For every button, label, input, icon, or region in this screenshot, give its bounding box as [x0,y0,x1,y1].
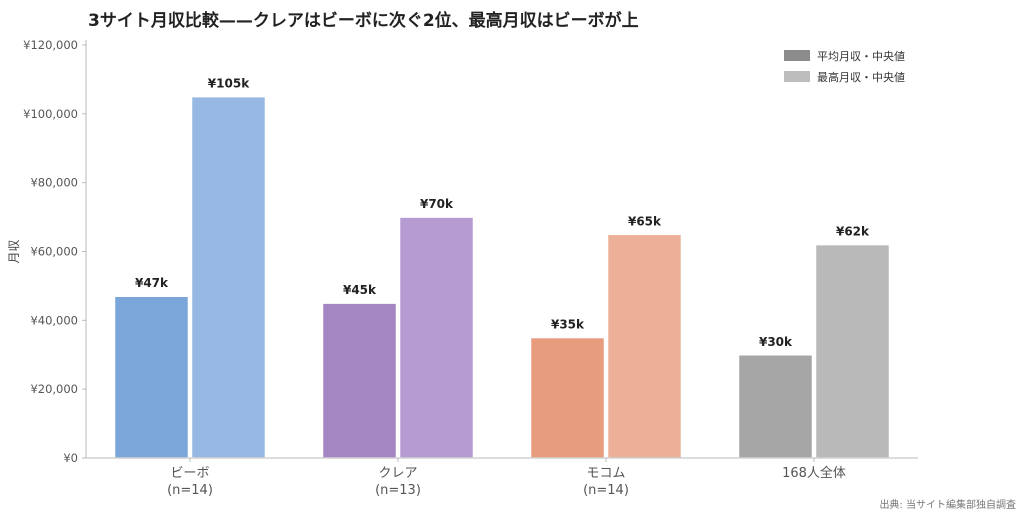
bar-0-0 [113,295,190,459]
data-label: ¥105k [208,77,250,91]
x-tick-label: クレア [378,466,417,481]
legend-label-1: 最高月収・中央値 [817,70,905,84]
data-label: ¥62k [836,225,870,239]
data-label: ¥35k [551,318,585,332]
bar-3-1 [814,243,891,459]
data-label: ¥45k [343,283,377,297]
data-label: ¥30k [759,335,793,349]
x-tick-label: ビーボ [170,466,209,481]
x-tick-sublabel: (n=13) [375,483,421,498]
legend-label-0: 平均月収・中央値 [817,50,905,63]
source-note: 出典: 当サイト編集部独自調査 [879,500,1016,511]
y-axis: ¥0 ¥20,000 ¥40,000 ¥60,000 ¥80,000 ¥100,000 ¥1… [7,38,87,465]
data-label: ¥65k [628,214,662,228]
x-tick-sublabel: (n=14) [167,483,213,498]
y-tick-label: ¥40,000 [30,313,78,327]
y-tick-label: ¥60,000 [30,245,78,259]
bar-3-0 [737,354,814,459]
y-tick-label: ¥80,000 [30,176,78,190]
bars: ¥47k ¥105k ¥45k ¥70k ¥35k ¥65k ¥30k ¥62k [113,77,891,459]
legend-swatch-0 [784,50,810,61]
data-label: ¥70k [420,197,454,211]
data-label: ¥47k [135,276,169,290]
legend-swatch-1 [784,71,810,82]
y-axis-label: 月収 [7,239,21,263]
bar-2-1 [606,233,683,459]
x-tick-label: モコム [586,466,625,481]
x-axis: ビーボ (n=14) クレア (n=13) モコム (n=14) 168人全体 [86,457,918,498]
bar-1-1 [398,216,475,459]
x-tick-label: 168人全体 [782,465,846,481]
y-tick-label: ¥20,000 [30,382,78,396]
y-tick-label: ¥0 [63,451,78,465]
bar-0-1 [190,95,267,459]
y-tick-label: ¥100,000 [23,107,78,121]
y-tick-label: ¥120,000 [23,38,78,52]
bar-1-0 [321,302,398,459]
chart-title: 3サイト月収比較——クレアはビーボに次ぐ2位、最高月収はビーボが上 [88,11,639,31]
bar-2-0 [529,336,606,459]
x-tick-sublabel: (n=14) [583,483,629,498]
